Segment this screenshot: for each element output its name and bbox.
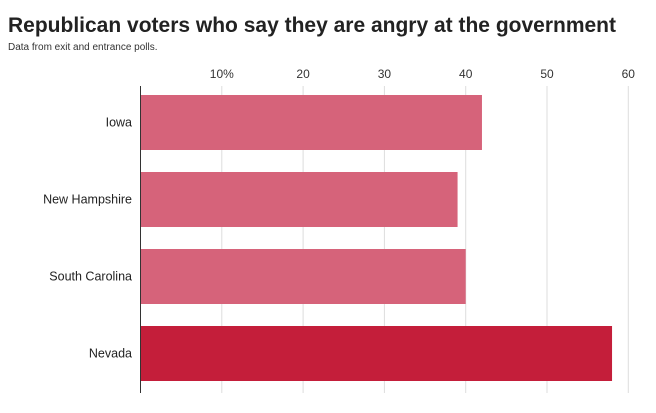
tick-label: 10% — [210, 67, 234, 81]
category-label: New Hampshire — [43, 193, 132, 207]
tick-label: 40 — [459, 67, 473, 81]
tick-label: 50 — [540, 67, 554, 81]
bar-south-carolina — [140, 249, 466, 304]
tick-label: 20 — [296, 67, 310, 81]
category-label: South Carolina — [49, 270, 132, 284]
bar-nevada — [140, 326, 613, 381]
chart-subtitle: Data from exit and entrance polls. — [8, 42, 158, 53]
tick-label: 30 — [378, 67, 392, 81]
bar-iowa — [140, 95, 482, 150]
category-label: Iowa — [106, 116, 132, 130]
bar-new-hampshire — [140, 172, 458, 227]
chart-title: Republican voters who say they are angry… — [8, 14, 617, 37]
category-label: Nevada — [89, 347, 132, 361]
tick-label: 60 — [622, 67, 636, 81]
